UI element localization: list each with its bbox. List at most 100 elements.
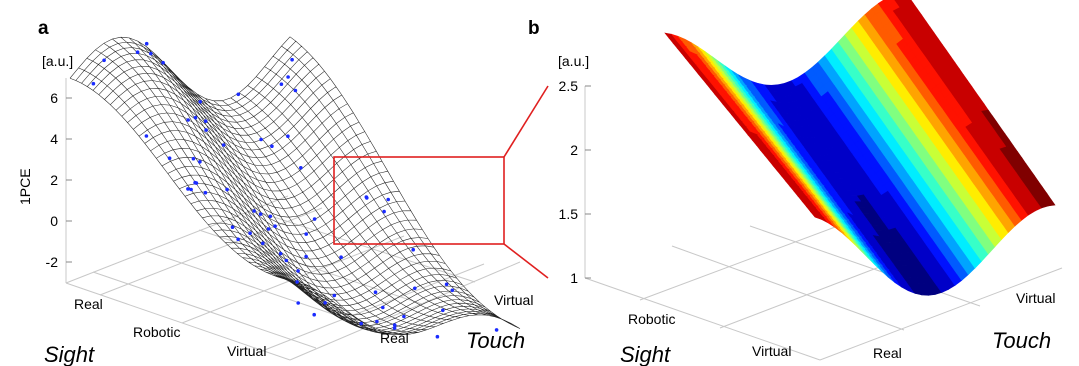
scatter-point — [296, 269, 300, 273]
z-tick-label-b: 1 — [570, 270, 578, 286]
scatter-point — [402, 314, 406, 319]
scatter-point — [161, 60, 165, 65]
scatter-point — [411, 247, 416, 252]
z-tick-label-a: 2 — [50, 172, 58, 188]
scatter-point — [144, 134, 149, 138]
scatter-point — [494, 328, 499, 332]
panel-a-label: a — [38, 18, 49, 39]
z-axis-ticks-a: -2 0 2 4 6 — [46, 90, 72, 270]
wireframe-surface — [69, 36, 521, 336]
scatter-point — [270, 144, 274, 148]
scatter-point — [167, 156, 172, 160]
panel-b-label: b — [528, 18, 540, 39]
z-tick-label-b: 2 — [570, 142, 578, 158]
highlight-box — [333, 156, 505, 245]
scatter-point — [230, 225, 235, 229]
panel-b: [a.u.] 1 1.5 2 2.5 Robotic Virtual Sight Re… — [558, 0, 1063, 366]
scatter-point — [450, 288, 455, 293]
scatter-point — [268, 214, 273, 219]
scatter-point — [312, 312, 317, 317]
scatter-point — [299, 166, 303, 170]
scatter-point — [144, 41, 149, 46]
scatter-point — [189, 187, 193, 192]
scatter-point — [191, 156, 196, 161]
scatter-point — [236, 237, 240, 242]
scatter-point — [392, 323, 397, 327]
z-axis-label-a: 1PCE — [17, 168, 33, 205]
scatter-point — [293, 88, 298, 93]
scatter-point — [304, 232, 309, 236]
scatter-point — [386, 197, 391, 202]
scatter-point — [312, 217, 317, 221]
scatter-point — [204, 128, 208, 132]
scatter-point — [375, 319, 379, 324]
scatter-point — [284, 258, 289, 263]
scatter-point — [261, 241, 265, 246]
z-tick-label-a: -2 — [46, 254, 59, 270]
touch-tick-virtual-a: Virtual — [494, 292, 533, 308]
zoom-line-top — [503, 85, 549, 158]
scatter-point — [258, 212, 263, 216]
scatter-point — [186, 187, 190, 191]
scatter-point — [364, 195, 369, 199]
scatter-point — [323, 301, 327, 305]
scatter-point — [286, 75, 290, 79]
sight-title-a: Sight — [44, 342, 95, 366]
scatter-point — [198, 160, 202, 164]
touch-tick-virtual-b: Virtual — [1016, 290, 1055, 306]
sight-tick-robotic-a: Robotic — [133, 324, 180, 340]
panel-a-unit: [a.u.] — [42, 53, 73, 69]
scatter-points — [91, 41, 499, 339]
panel-b-unit: [a.u.] — [558, 53, 589, 69]
scatter-point — [435, 334, 440, 339]
sight-tick-virtual-a: Virtual — [227, 343, 266, 359]
sight-tick-real-a: Real — [74, 296, 103, 312]
surface-facet — [1043, 198, 1056, 207]
touch-title-a: Touch — [466, 328, 525, 353]
scatter-point — [91, 81, 96, 86]
mesh-lines — [69, 36, 521, 336]
scatter-point — [382, 209, 386, 214]
scatter-point — [203, 190, 208, 195]
sight-tick-robotic-b: Robotic — [628, 311, 675, 327]
scatter-point — [373, 290, 378, 295]
scatter-point — [149, 51, 153, 56]
z-tick-label-b: 2.5 — [559, 78, 579, 94]
scatter-point — [304, 254, 308, 259]
scatter-point — [198, 100, 202, 104]
scatter-point — [332, 293, 337, 298]
scatter-point — [381, 305, 385, 310]
scatter-point — [225, 187, 229, 192]
scatter-point — [441, 308, 445, 313]
scatter-point — [296, 301, 301, 305]
scatter-point — [392, 326, 397, 330]
scatter-point — [286, 134, 290, 138]
scatter-point — [278, 251, 283, 256]
sight-title-b: Sight — [620, 342, 671, 366]
scatter-point — [203, 119, 208, 123]
scatter-point — [248, 231, 252, 235]
scatter-point — [186, 118, 190, 122]
zoom-line-bottom — [503, 243, 549, 279]
scatter-point — [221, 143, 226, 147]
scatter-point — [413, 286, 417, 291]
sight-tick-virtual-b: Virtual — [752, 343, 791, 359]
scatter-point — [102, 58, 106, 63]
z-tick-label-a: 0 — [50, 213, 58, 229]
touch-tick-real-a: Real — [380, 330, 409, 346]
z-axis-ticks-b: 1 1.5 2 2.5 — [559, 78, 591, 286]
scatter-point — [279, 82, 284, 86]
filled-surface — [664, 0, 1056, 296]
scatter-point — [193, 115, 198, 120]
scatter-point — [252, 209, 256, 213]
scatter-point — [290, 57, 294, 62]
scatter-point — [295, 280, 299, 284]
z-tick-label-b: 1.5 — [559, 206, 579, 222]
scatter-point — [266, 227, 271, 231]
touch-title-b: Touch — [992, 328, 1051, 353]
scatter-point — [194, 181, 199, 185]
scatter-point — [259, 137, 263, 142]
scatter-point — [444, 282, 449, 287]
z-tick-label-a: 6 — [50, 90, 58, 106]
